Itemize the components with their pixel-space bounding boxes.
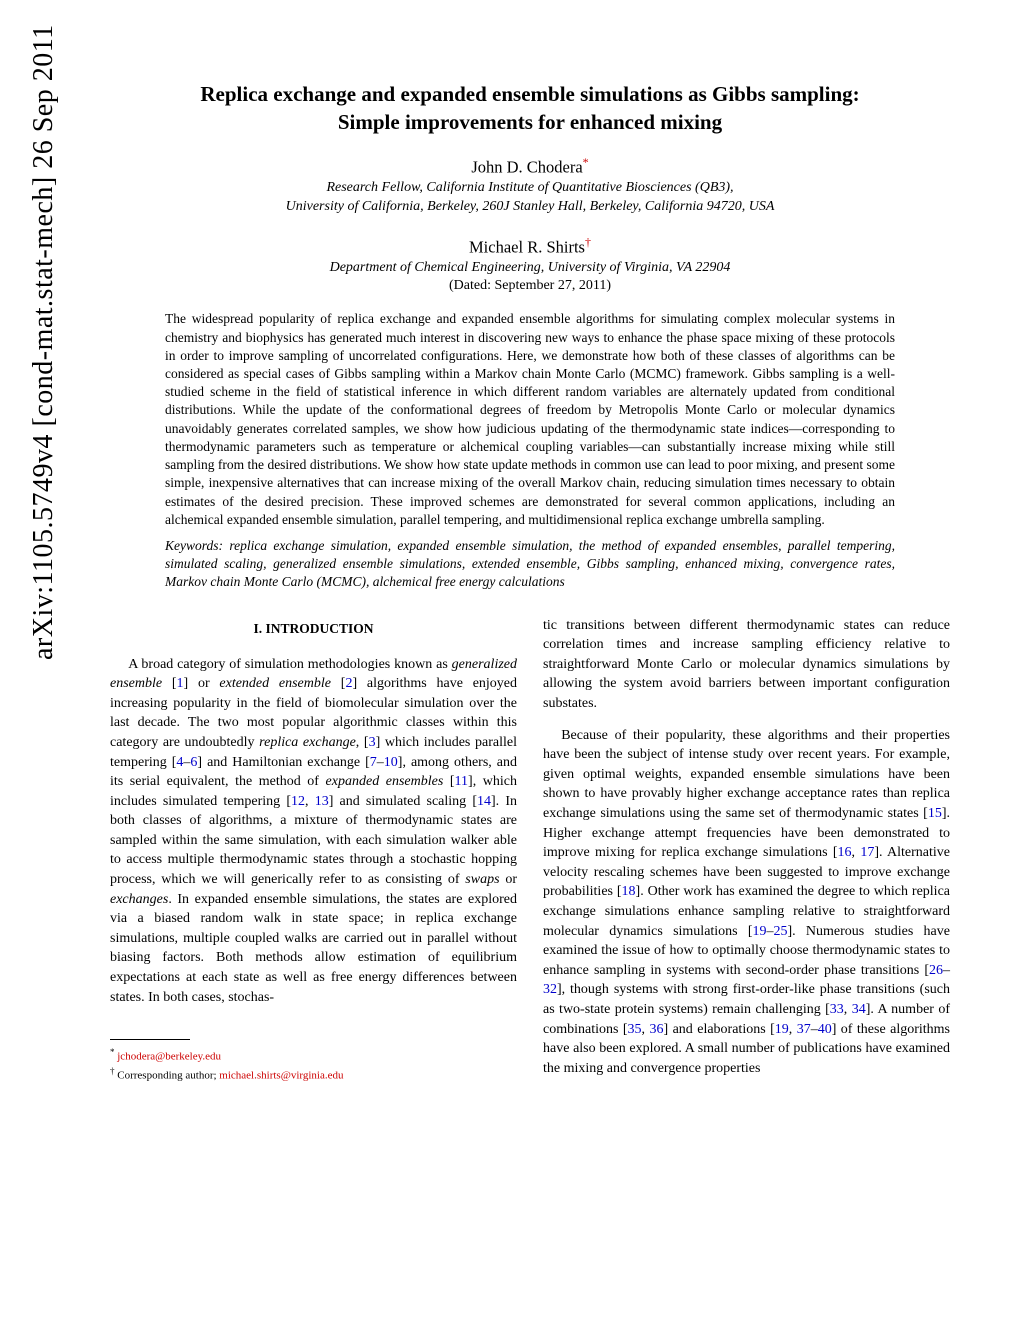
cite-18[interactable]: 18 [622,884,636,899]
cite-19b[interactable]: 19 [775,1022,789,1037]
paper-page: Replica exchange and expanded ensemble s… [0,0,1020,1124]
author1-marker[interactable]: * [583,155,589,169]
author1-affil1: Research Fellow, California Institute of… [110,179,950,198]
cite-7[interactable]: 7 [370,755,377,770]
author2-affil1: Department of Chemical Engineering, Univ… [110,259,950,278]
author1-affil2: University of California, Berkeley, 260J… [110,198,950,217]
cite-3[interactable]: 3 [369,735,376,750]
left-column: I. INTRODUCTION A broad category of simu… [110,616,517,1085]
cite-36[interactable]: 36 [649,1022,663,1037]
cite-15[interactable]: 15 [928,806,942,821]
cite-19[interactable]: 19 [753,924,767,939]
cite-26[interactable]: 26 [929,963,943,978]
cite-1[interactable]: 1 [177,676,184,691]
cite-34[interactable]: 34 [852,1002,866,1017]
footnote-rule [110,1039,190,1046]
cite-17[interactable]: 17 [860,845,874,860]
cite-10[interactable]: 10 [384,755,398,770]
title-line1: Replica exchange and expanded ensemble s… [200,82,859,106]
abstract-text: The widespread popularity of replica exc… [165,310,895,529]
right-p1: tic transitions between different thermo… [543,616,950,714]
dated-line: (Dated: September 27, 2011) [110,278,950,294]
footnote-2: † Corresponding author; michael.shirts@v… [110,1065,517,1084]
author-block-1: John D. Chodera* Research Fellow, Califo… [110,155,950,217]
author-block-2: Michael R. Shirts† Department of Chemica… [110,235,950,294]
title-line2: Simple improvements for enhanced mixing [338,110,722,134]
cite-16[interactable]: 16 [838,845,852,860]
footnote-1: * jchodera@berkeley.edu [110,1046,517,1065]
cite-33[interactable]: 33 [830,1002,844,1017]
cite-11[interactable]: 11 [455,774,468,789]
right-column: tic transitions between different thermo… [543,616,950,1085]
author2-marker[interactable]: † [585,235,591,249]
section-1-heading: I. INTRODUCTION [110,620,517,639]
cite-40[interactable]: 40 [818,1022,832,1037]
cite-13[interactable]: 13 [315,794,329,809]
email-link-1[interactable]: jchodera@berkeley.edu [117,1051,221,1063]
cite-35[interactable]: 35 [628,1022,642,1037]
left-p1: A broad category of simulation methodolo… [110,655,517,1008]
cite-14[interactable]: 14 [477,794,491,809]
cite-25[interactable]: 25 [774,924,788,939]
arxiv-id-banner: arXiv:1105.5749v4 [cond-mat.stat-mech] 2… [28,24,60,660]
author-name-1: John D. Chodera* [110,155,950,178]
keywords-text: Keywords: replica exchange simulation, e… [165,537,895,592]
author2-text: Michael R. Shirts [469,237,585,256]
cite-32[interactable]: 32 [543,982,557,997]
right-p2: Because of their popularity, these algor… [543,726,950,1079]
paper-title: Replica exchange and expanded ensemble s… [110,80,950,137]
author-name-2: Michael R. Shirts† [110,235,950,258]
cite-12[interactable]: 12 [291,794,305,809]
cite-37[interactable]: 37 [797,1022,811,1037]
author1-text: John D. Chodera [471,157,582,176]
body-columns: I. INTRODUCTION A broad category of simu… [110,616,950,1085]
email-link-2[interactable]: michael.shirts@virginia.edu [219,1070,343,1082]
